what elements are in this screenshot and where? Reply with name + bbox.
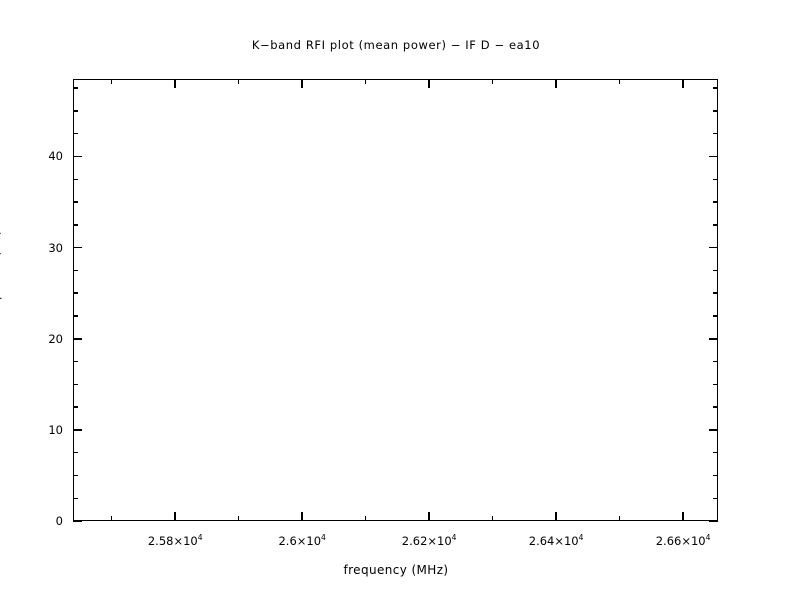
y-minor-tick-right <box>713 201 718 203</box>
y-major-tick-right <box>709 520 718 522</box>
y-minor-tick <box>73 451 78 454</box>
y-major-tick <box>73 155 82 158</box>
x-tick-label: 2.6×104 <box>278 533 326 548</box>
x-minor-tick-top <box>237 79 240 84</box>
y-minor-tick <box>73 201 78 203</box>
x-major-tick-top <box>174 79 176 88</box>
y-major-tick-right <box>709 337 718 340</box>
y-tick-label: 0 <box>55 514 63 528</box>
y-major-tick <box>73 337 82 340</box>
x-minor-tick-top <box>364 79 367 84</box>
y-minor-tick <box>73 315 78 317</box>
x-minor-tick-top <box>491 79 494 84</box>
x-major-tick <box>301 512 303 521</box>
y-tick-label: 30 <box>48 240 63 255</box>
x-minor-tick <box>237 516 240 521</box>
y-minor-tick <box>73 87 78 89</box>
y-minor-tick <box>73 269 78 272</box>
y-minor-tick-right <box>713 497 718 499</box>
x-major-tick-top <box>428 79 430 88</box>
x-major-tick <box>555 512 557 521</box>
x-major-tick <box>174 512 176 521</box>
y-minor-tick-right <box>713 383 718 385</box>
x-minor-tick <box>618 516 621 521</box>
y-minor-tick-right <box>713 132 718 135</box>
y-minor-tick <box>73 292 78 294</box>
y-minor-tick-right <box>713 87 718 89</box>
y-tick-label: 40 <box>48 149 63 164</box>
x-tick-label: 2.66×104 <box>655 533 711 548</box>
y-minor-tick-right <box>713 406 718 408</box>
y-minor-tick <box>73 360 78 363</box>
y-minor-tick-right <box>713 292 718 294</box>
y-minor-tick <box>73 110 78 112</box>
y-major-tick <box>73 429 82 431</box>
x-major-tick-top <box>555 79 557 88</box>
y-minor-tick <box>73 406 78 408</box>
plot-frame <box>73 79 718 521</box>
x-minor-tick <box>364 516 367 521</box>
x-minor-tick <box>111 516 113 521</box>
y-minor-tick <box>73 497 78 499</box>
x-minor-tick-top <box>618 79 621 84</box>
y-minor-tick-right <box>713 315 718 317</box>
y-minor-tick-right <box>713 360 718 363</box>
x-tick-label: 2.58×104 <box>147 533 203 548</box>
y-major-tick-right <box>709 155 718 158</box>
y-major-tick-right <box>709 429 718 431</box>
x-major-tick <box>428 512 430 521</box>
y-minor-tick <box>73 178 78 180</box>
x-tick-label: 2.64×104 <box>528 533 584 548</box>
x-minor-tick-top <box>111 79 113 84</box>
y-minor-tick-right <box>713 269 718 272</box>
y-minor-tick <box>73 132 78 135</box>
y-minor-tick <box>73 383 78 385</box>
y-axis-title: power (dB) <box>0 229 2 300</box>
y-minor-tick <box>73 224 78 226</box>
y-minor-tick-right <box>713 224 718 226</box>
x-axis-title: frequency (MHz) <box>343 563 449 577</box>
y-major-tick-right <box>709 246 718 249</box>
x-major-tick-top <box>301 79 303 88</box>
x-tick-label: 2.62×104 <box>401 533 457 548</box>
y-minor-tick-right <box>713 178 718 180</box>
x-minor-tick <box>491 516 494 521</box>
y-tick-label: 10 <box>48 422 63 437</box>
y-major-tick <box>73 520 82 522</box>
y-minor-tick <box>73 474 78 477</box>
y-tick-label: 20 <box>48 331 63 346</box>
y-minor-tick-right <box>713 474 718 477</box>
chart-title: K−band RFI plot (mean power) − IF D − ea… <box>251 38 541 52</box>
y-minor-tick-right <box>713 110 718 112</box>
y-minor-tick-right <box>713 451 718 454</box>
x-major-tick-top <box>682 79 684 88</box>
x-major-tick <box>682 512 684 521</box>
y-major-tick <box>73 246 82 249</box>
